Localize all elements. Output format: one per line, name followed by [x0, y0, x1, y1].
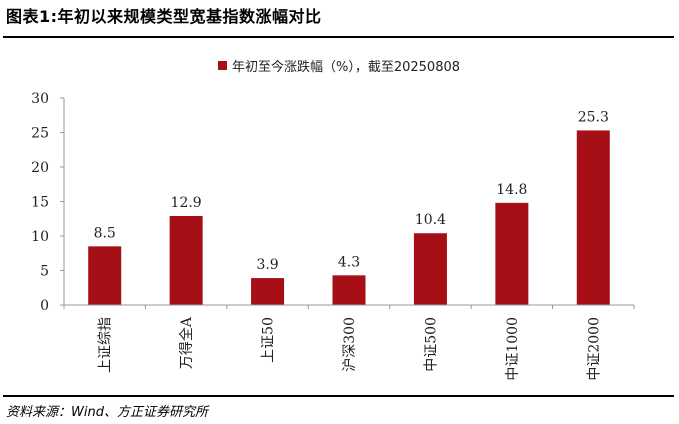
- bar: [413, 233, 447, 305]
- data-label: 14.8: [496, 182, 527, 198]
- source-note: 资料来源：Wind、方正证券研究所: [6, 405, 208, 420]
- data-label: 8.5: [94, 225, 116, 241]
- y-tick-label: 0: [40, 298, 49, 314]
- bars-group: 8.5 12.9 3.9 4.3 10.4 14.8 25.3: [88, 109, 610, 305]
- x-category-label: 沪深300: [342, 317, 358, 372]
- chart-legend: 年初至今涨跌幅（%），截至20250808: [218, 59, 460, 75]
- y-tick-label: 20: [31, 160, 49, 176]
- data-label: 4.3: [338, 254, 360, 270]
- legend-swatch: [218, 61, 227, 70]
- x-category-label: 中证500: [423, 317, 439, 372]
- bar: [576, 130, 610, 305]
- y-tick-label: 25: [31, 126, 49, 142]
- title-divider: [3, 36, 674, 38]
- data-label: 25.3: [578, 109, 609, 125]
- bar: [332, 275, 366, 305]
- bar: [88, 246, 122, 305]
- y-axis: 0 5 10 15 20 25 30: [31, 91, 65, 314]
- bar: [169, 215, 203, 305]
- x-category-label: 上证综指: [98, 317, 114, 373]
- data-label: 3.9: [256, 257, 278, 273]
- x-axis: 上证综指 万得全A 上证50 沪深300 中证500 中证1000 中证2000: [63, 304, 635, 381]
- x-category-label: 万得全A: [178, 316, 195, 369]
- x-category-label: 上证50: [261, 317, 277, 363]
- y-tick-label: 5: [40, 264, 49, 280]
- figure-title: 图表1:年初以来规模类型宽基指数涨幅对比: [6, 7, 322, 26]
- legend-label: 年初至今涨跌幅（%），截至20250808: [232, 59, 460, 75]
- x-category-label: 中证1000: [505, 317, 521, 381]
- bar: [251, 278, 285, 305]
- y-tick-label: 10: [31, 229, 49, 245]
- bar: [495, 202, 529, 305]
- y-tick-label: 15: [31, 195, 49, 211]
- x-category-label: 中证2000: [586, 317, 602, 381]
- data-label: 10.4: [415, 212, 446, 228]
- y-tick-label: 30: [31, 91, 49, 107]
- footer-divider: [3, 395, 674, 397]
- data-label: 12.9: [171, 195, 202, 211]
